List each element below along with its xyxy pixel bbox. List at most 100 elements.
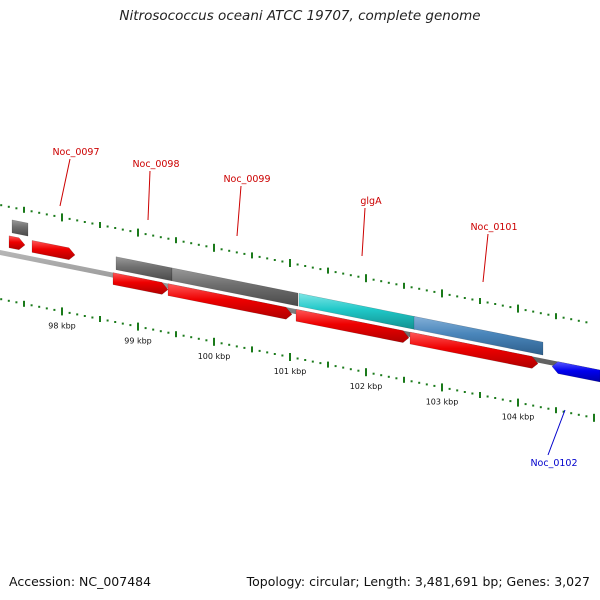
minor-tick: [7, 205, 10, 208]
major-tick: [441, 383, 443, 392]
minor-tick: [524, 403, 527, 406]
gene-label[interactable]: Noc_0098: [132, 159, 179, 170]
minor-tick: [456, 295, 459, 298]
minor-tick: [395, 377, 398, 380]
minor-tick: [45, 213, 48, 216]
major-tick: [593, 413, 595, 422]
minor-tick: [562, 316, 565, 319]
major-tick: [365, 274, 367, 283]
cds-arrow-noc-0099[interactable]: [167, 283, 293, 320]
minor-tick: [23, 300, 25, 307]
minor-tick: [372, 372, 375, 375]
cds-arrow-noc-0098[interactable]: [112, 272, 169, 295]
minor-tick: [106, 225, 109, 228]
minor-tick: [570, 412, 573, 415]
minor-tick: [479, 298, 481, 304]
minor-tick: [99, 222, 101, 228]
minor-tick: [83, 315, 86, 317]
minor-tick: [433, 290, 436, 293]
major-tick: [289, 259, 291, 267]
minor-tick: [501, 398, 504, 401]
major-tick: [213, 243, 215, 252]
minor-tick: [205, 339, 208, 342]
ruler-label: 98 kbp: [48, 321, 76, 330]
minor-tick: [494, 303, 497, 305]
minor-tick: [471, 298, 474, 301]
minor-tick: [555, 407, 557, 414]
minor-tick: [342, 272, 345, 275]
ruler-ticks: 98 kbp 99 kbp 100 kbp 101 kbp 102 kbp 103 kbp…: [0, 204, 595, 422]
minor-tick: [76, 313, 79, 316]
minor-tick: [15, 301, 18, 304]
minor-tick: [524, 309, 527, 312]
minor-tick: [327, 267, 329, 274]
minor-tick: [220, 342, 223, 345]
label-leader-line: [59, 158, 71, 207]
minor-tick: [547, 313, 550, 316]
minor-tick: [175, 331, 177, 338]
minor-tick: [311, 360, 314, 363]
minor-tick: [30, 304, 33, 307]
gene-block-noc-0099[interactable]: [171, 267, 299, 307]
minor-tick: [585, 415, 588, 418]
feature-track: [8, 219, 600, 383]
minor-tick: [228, 249, 231, 252]
minor-tick: [106, 319, 109, 322]
minor-tick: [403, 282, 405, 289]
minor-tick: [532, 310, 535, 313]
minor-tick: [486, 395, 489, 398]
cds-arrow-noc-0102[interactable]: [551, 361, 600, 383]
gene-label[interactable]: Noc_0097: [52, 147, 99, 158]
minor-tick: [68, 217, 71, 220]
minor-tick: [251, 346, 253, 353]
major-tick: [137, 228, 139, 237]
minor-tick: [197, 243, 200, 246]
cds-arrow-glga[interactable]: [295, 308, 410, 343]
ruler-label: 102 kbp: [350, 382, 383, 391]
minor-tick: [152, 328, 155, 331]
map-title: Nitrosococcus oceani ATCC 19707, complet…: [119, 8, 481, 24]
gene-block-noc-0101[interactable]: [413, 315, 544, 356]
minor-tick: [144, 327, 147, 330]
gene-label[interactable]: Noc_0099: [223, 174, 270, 185]
gene-label[interactable]: glgA: [360, 196, 382, 207]
minor-tick: [410, 380, 413, 383]
minor-tick: [53, 214, 56, 217]
minor-tick: [228, 343, 231, 346]
major-tick: [137, 322, 139, 331]
cds-arrow-noc-0097[interactable]: [31, 240, 76, 261]
minor-tick: [114, 321, 117, 323]
cds-arrow[interactable]: [8, 235, 26, 251]
minor-tick: [342, 366, 345, 369]
cds-arrow-noc-0101[interactable]: [409, 331, 539, 369]
minor-tick: [243, 252, 246, 255]
minor-tick: [220, 248, 223, 251]
gene-block-glga[interactable]: [298, 292, 416, 330]
minor-tick: [357, 369, 360, 372]
minor-tick: [23, 206, 25, 213]
major-tick: [61, 213, 63, 222]
minor-tick: [190, 336, 193, 339]
minor-tick: [547, 407, 550, 410]
minor-tick: [296, 357, 299, 360]
minor-tick: [296, 263, 299, 266]
minor-tick: [410, 286, 413, 289]
minor-tick: [38, 211, 41, 214]
minor-tick: [577, 319, 580, 322]
minor-tick: [319, 268, 322, 271]
major-tick: [441, 289, 443, 298]
minor-tick: [167, 331, 170, 334]
minor-tick: [99, 316, 101, 322]
minor-tick: [159, 330, 162, 333]
gene-label[interactable]: Noc_0101: [470, 222, 517, 233]
gene-label[interactable]: Noc_0102: [530, 458, 577, 469]
gene-block[interactable]: [11, 219, 29, 237]
minor-tick: [258, 349, 261, 352]
minor-tick: [380, 280, 383, 283]
minor-tick: [235, 251, 238, 254]
minor-tick: [380, 374, 383, 377]
minor-tick: [418, 381, 421, 384]
minor-tick: [387, 281, 390, 284]
label-leader-line: [482, 233, 489, 283]
